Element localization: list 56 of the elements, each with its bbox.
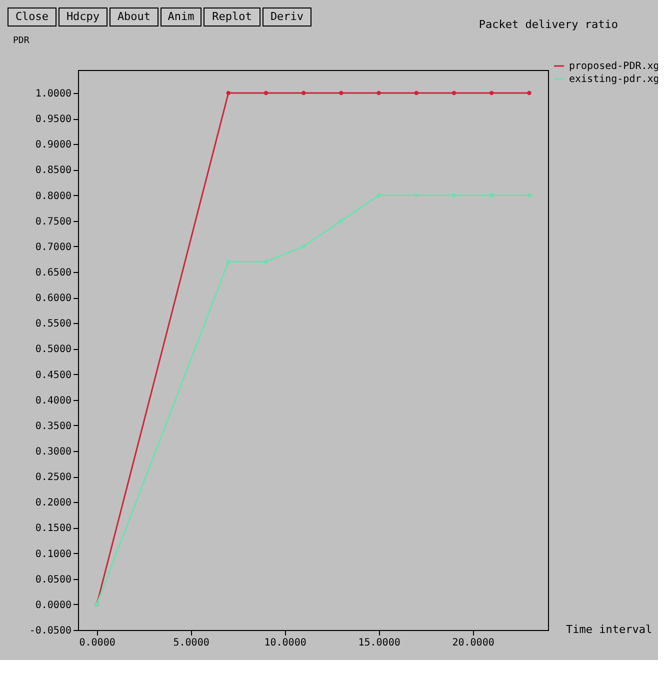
y-tick-label: 0.5000 (35, 344, 72, 356)
y-tick-label: 0.0000 (35, 600, 72, 611)
point (264, 260, 268, 264)
point (414, 90, 419, 96)
point (301, 244, 306, 249)
y-tick-label: 0.9000 (35, 140, 72, 151)
text: Close (15, 10, 49, 23)
point (339, 90, 344, 96)
y-tick-label: 0.6500 (35, 268, 72, 279)
y-tick-label: 0.6000 (35, 293, 72, 304)
y-tick-label: 0.8500 (35, 165, 72, 176)
legend-label: proposed-PDR.xg (569, 61, 660, 72)
x-axis-title: Time interval (566, 623, 652, 636)
point (527, 193, 532, 198)
text: About (117, 10, 151, 23)
y-tick-label: 0.9500 (35, 114, 72, 126)
y-tick-label: 0.2000 (35, 498, 72, 509)
y-tick-label: 0.4000 (35, 395, 72, 406)
y-tick-label: 0.5500 (35, 318, 72, 330)
point (452, 193, 456, 198)
y-tick-label: 0.7500 (35, 216, 72, 228)
chart-title: Packet delivery ratio (478, 18, 618, 31)
y-tick-label: 1.0000 (35, 88, 72, 100)
legend-label: existing-pdr.xg (569, 74, 660, 85)
x-tick-label: 0.0000 (79, 638, 116, 648)
y-tick-label: 0.2500 (35, 472, 72, 484)
point (301, 90, 306, 96)
point (452, 90, 456, 96)
y-axis-title: PDR (13, 36, 30, 46)
point (376, 193, 381, 198)
text: Hdcpy (66, 10, 100, 23)
x-tick-label: 20.0000 (452, 638, 494, 648)
point (489, 193, 494, 198)
x-tick-label: 10.0000 (264, 638, 306, 648)
y-tick-label: 0.1000 (35, 548, 72, 560)
y-tick-label: 0.7000 (35, 242, 72, 253)
x-tick-label: 5.0000 (173, 638, 210, 648)
text: Anim (168, 10, 195, 23)
y-tick-label: 0.3000 (35, 446, 72, 458)
y-tick-label: -0.0500 (29, 626, 72, 636)
point (414, 193, 419, 198)
text: Replot (212, 10, 252, 23)
point (226, 260, 231, 264)
point (264, 90, 268, 96)
point (226, 90, 231, 96)
y-tick-label: 0.8000 (35, 190, 72, 202)
point (376, 90, 381, 96)
point (489, 90, 494, 96)
y-tick-label: 0.3500 (35, 420, 72, 432)
point (339, 218, 344, 223)
x-tick-label: 15.0000 (358, 638, 400, 648)
y-tick-label: 0.1500 (35, 523, 72, 534)
y-tick-label: 0.0500 (35, 574, 72, 586)
point (527, 90, 532, 96)
y-tick-label: 0.4500 (35, 370, 72, 381)
text: Deriv (270, 10, 304, 23)
